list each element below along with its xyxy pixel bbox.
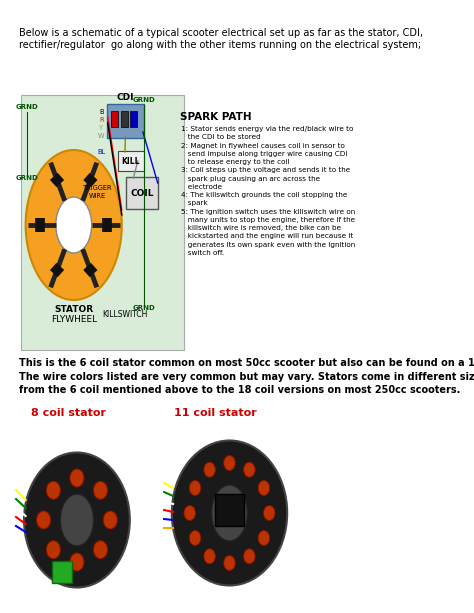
FancyBboxPatch shape — [118, 151, 144, 171]
Text: This is the 6 coil stator common on most 50cc scooter but also can be found on a: This is the 6 coil stator common on most… — [19, 358, 474, 395]
Text: 11 coil stator: 11 coil stator — [174, 408, 257, 418]
FancyBboxPatch shape — [107, 104, 144, 138]
Ellipse shape — [244, 549, 255, 564]
FancyBboxPatch shape — [52, 561, 73, 583]
Text: STATOR: STATOR — [54, 305, 93, 314]
FancyBboxPatch shape — [111, 111, 118, 127]
Ellipse shape — [103, 511, 117, 529]
Text: GRND: GRND — [16, 104, 38, 110]
Ellipse shape — [184, 506, 195, 520]
Circle shape — [26, 150, 122, 300]
Ellipse shape — [258, 530, 270, 546]
Circle shape — [56, 197, 91, 253]
Ellipse shape — [70, 469, 84, 487]
Text: W: W — [98, 133, 105, 139]
FancyBboxPatch shape — [20, 95, 184, 350]
Text: B: B — [99, 109, 103, 115]
Text: R: R — [99, 117, 104, 123]
Text: KILL: KILL — [121, 156, 140, 166]
Text: Y: Y — [99, 125, 103, 131]
FancyBboxPatch shape — [130, 111, 137, 127]
Text: GRND: GRND — [16, 175, 38, 181]
Ellipse shape — [93, 541, 108, 558]
Ellipse shape — [172, 441, 287, 585]
Circle shape — [60, 494, 93, 546]
FancyBboxPatch shape — [215, 494, 244, 526]
Ellipse shape — [70, 553, 84, 571]
Text: TRIGGER
WIRE: TRIGGER WIRE — [82, 185, 112, 199]
Ellipse shape — [204, 462, 215, 477]
Text: 1: Stator sends energy via the red/black wire to
   the CDI to be stored
2: Magn: 1: Stator sends energy via the red/black… — [181, 126, 355, 256]
FancyBboxPatch shape — [126, 177, 158, 209]
Text: 8 coil stator: 8 coil stator — [31, 408, 106, 418]
Text: GRND: GRND — [133, 97, 155, 103]
Text: GRND: GRND — [133, 305, 155, 311]
Ellipse shape — [93, 481, 108, 500]
Text: COIL: COIL — [130, 189, 154, 197]
Ellipse shape — [36, 511, 51, 529]
Text: FLYWHEEL: FLYWHEEL — [51, 315, 97, 324]
Text: CDI: CDI — [117, 93, 134, 102]
Ellipse shape — [244, 462, 255, 477]
Ellipse shape — [46, 541, 60, 558]
Ellipse shape — [189, 530, 201, 546]
Text: Below is a schematic of a typical scooter electrical set up as far as the stator: Below is a schematic of a typical scoote… — [19, 28, 423, 50]
Ellipse shape — [189, 481, 201, 495]
Text: BL: BL — [97, 149, 105, 155]
Ellipse shape — [224, 455, 235, 471]
Ellipse shape — [46, 481, 60, 500]
Circle shape — [211, 485, 247, 541]
FancyBboxPatch shape — [120, 111, 128, 127]
Ellipse shape — [264, 506, 275, 520]
Ellipse shape — [258, 481, 270, 495]
Text: SPARK PATH: SPARK PATH — [180, 112, 252, 122]
Ellipse shape — [204, 549, 215, 564]
Ellipse shape — [224, 555, 235, 571]
Text: KILLSWITCH: KILLSWITCH — [102, 310, 148, 319]
Ellipse shape — [24, 452, 130, 587]
